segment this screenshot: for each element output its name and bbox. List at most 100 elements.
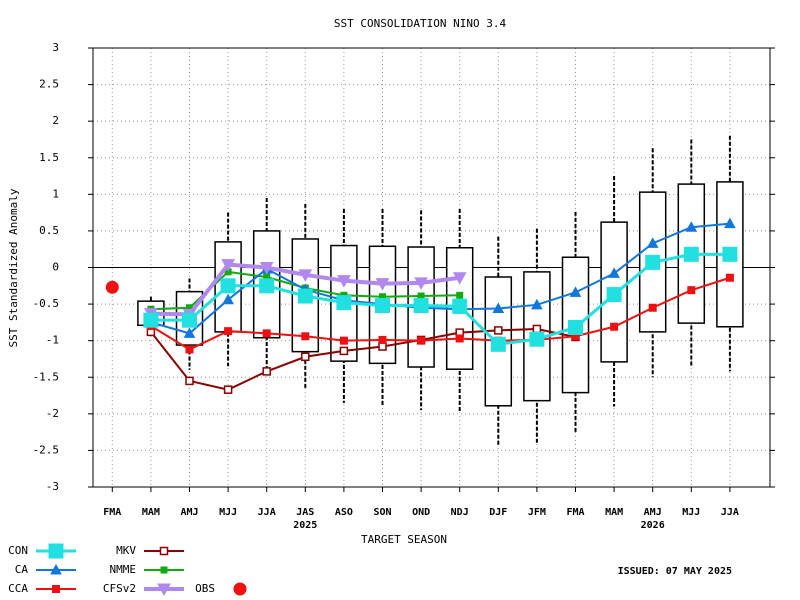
x-axis-label: TARGET SEASON	[361, 533, 447, 546]
marker	[532, 324, 542, 334]
marker	[569, 286, 582, 297]
marker	[606, 287, 622, 303]
marker	[233, 582, 247, 596]
y-tick-label: 1	[52, 187, 59, 200]
x-tick-label: ASO	[335, 507, 353, 518]
y-tick-label: -1.5	[33, 370, 60, 383]
x-tick-label: JJA	[721, 507, 739, 518]
legend-label: CA	[15, 563, 29, 576]
marker	[724, 217, 736, 229]
x-tick-label: OND	[412, 507, 430, 518]
marker	[687, 286, 696, 295]
marker	[725, 273, 734, 282]
x-tick-label: JAS	[296, 507, 314, 518]
year-label: 2025	[293, 520, 317, 531]
marker	[339, 336, 348, 345]
marker	[259, 262, 274, 275]
y-tick-label: -1	[46, 334, 59, 347]
x-tick-label: JFM	[528, 507, 546, 518]
marker	[494, 326, 503, 335]
marker	[222, 293, 234, 305]
marker	[182, 312, 197, 328]
marker	[143, 312, 159, 328]
marker	[336, 295, 352, 311]
marker	[160, 566, 168, 574]
marker	[220, 278, 236, 294]
marker	[490, 336, 506, 352]
marker	[337, 275, 351, 288]
issued-date: ISSUED: 07 MAY 2025	[618, 566, 732, 577]
marker	[157, 583, 171, 597]
x-tick-label: SON	[373, 507, 391, 518]
marker	[610, 322, 619, 331]
marker	[531, 298, 543, 310]
marker	[375, 298, 390, 314]
marker	[185, 376, 194, 386]
x-tick-label: DJF	[489, 507, 507, 518]
marker	[297, 288, 313, 304]
y-tick-label: 0	[52, 261, 59, 274]
marker	[50, 563, 62, 575]
marker	[378, 335, 387, 344]
marker	[414, 277, 428, 290]
y-tick-label: -2.5	[33, 443, 60, 456]
y-tick-label: -3	[46, 480, 59, 493]
x-tick-label: MAM	[142, 507, 160, 518]
marker	[298, 269, 313, 282]
series-line	[150, 252, 730, 346]
marker	[529, 331, 545, 347]
marker	[262, 367, 271, 376]
x-tick-label: NDJ	[451, 507, 469, 518]
x-tick-label: AMJ	[644, 507, 662, 518]
legend-label: MKV	[116, 544, 136, 557]
series-line	[150, 276, 731, 351]
legend-label: NMME	[110, 563, 137, 576]
marker	[452, 298, 468, 314]
marker	[224, 327, 233, 336]
marker	[648, 303, 657, 312]
marker	[301, 352, 310, 362]
marker	[378, 342, 387, 351]
marker	[159, 546, 169, 556]
marker	[452, 272, 467, 285]
marker	[48, 543, 64, 559]
marker	[646, 237, 659, 248]
marker	[262, 329, 271, 338]
marker	[685, 221, 698, 232]
series-line	[150, 327, 576, 391]
marker	[455, 334, 464, 343]
y-tick-label: 3	[52, 41, 59, 54]
marker	[492, 302, 505, 313]
marker	[456, 291, 464, 299]
x-tick-label: MJJ	[219, 507, 237, 518]
marker	[221, 259, 235, 272]
legend-label: OBS	[195, 582, 215, 595]
legend-label: CON	[8, 544, 28, 557]
marker	[417, 336, 426, 345]
y-tick-label: -2	[46, 407, 59, 420]
marker	[608, 267, 620, 278]
y-tick-label: 0.5	[39, 224, 59, 237]
marker	[183, 327, 196, 338]
marker	[568, 319, 583, 335]
marker	[185, 345, 194, 354]
marker	[645, 254, 661, 270]
marker	[375, 278, 390, 291]
x-tick-label: AMJ	[180, 507, 198, 518]
legend-label: CCA	[8, 582, 28, 595]
year-label: 2026	[641, 520, 665, 531]
marker	[722, 246, 738, 262]
x-tick-label: JJA	[258, 507, 276, 518]
marker	[223, 385, 233, 394]
marker	[105, 280, 119, 294]
plot-frame	[92, 47, 771, 488]
x-tick-label: MJJ	[682, 507, 700, 518]
x-tick-label: MAM	[605, 507, 623, 518]
y-tick-label: -0.5	[33, 297, 60, 310]
marker	[301, 332, 310, 341]
y-tick-label: 2	[52, 114, 59, 127]
legend-label: CFSv2	[103, 582, 136, 595]
marker	[259, 278, 275, 294]
